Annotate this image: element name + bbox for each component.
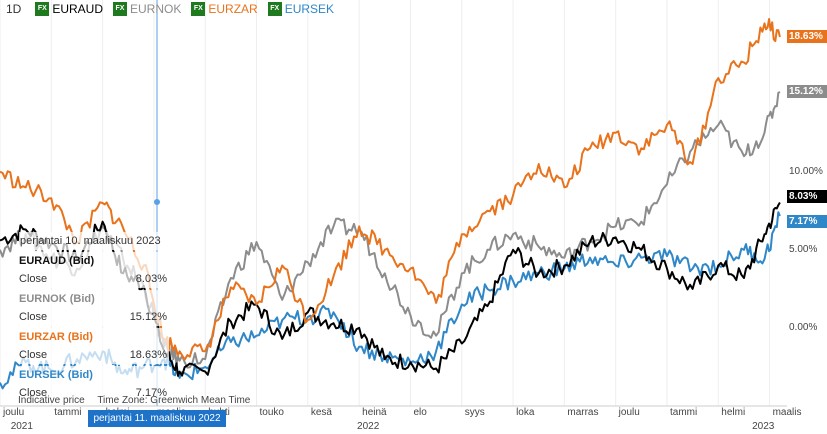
legend-symbol: EURZAR xyxy=(208,2,258,16)
y-tick-label: 5.00% xyxy=(789,243,818,255)
y-tick-label: 10.00% xyxy=(789,165,823,177)
fx-icon: FX xyxy=(35,2,50,16)
fx-icon: FX xyxy=(113,2,128,16)
crosshair-tooltip: perjantai 10. maaliskuu 2023 EURAUD (Bid… xyxy=(19,232,169,402)
x-tick-label: elo xyxy=(413,407,427,418)
x-tick-label: syys xyxy=(464,407,485,418)
crosshair-marker xyxy=(154,199,160,205)
legend-symbol: EURAUD xyxy=(52,2,104,16)
x-tick-label: tammi xyxy=(54,407,82,418)
crosshair-date-label: perjantai 11. maaliskuu 2022 xyxy=(88,410,226,427)
tooltip-close-label: Close xyxy=(19,387,48,399)
x-tick-label: tammi xyxy=(669,407,698,418)
x-axis-year-labels: 2021 2022 2023 xyxy=(0,421,827,434)
tooltip-series-name: EURSEK (Bid) xyxy=(19,366,169,384)
last-value-badge: 18.63% xyxy=(787,30,827,43)
x-tick-label: marras xyxy=(567,407,599,418)
x-tick-label: touko xyxy=(259,407,284,418)
tooltip-series-name: EURAUD (Bid) xyxy=(19,252,169,270)
indicative-price-label: Indicative price xyxy=(18,395,85,406)
legend-item-eurnok[interactable]: FX EURNOK xyxy=(113,2,181,16)
x-tick-label: kesä xyxy=(310,407,332,418)
tooltip-close-row: Close 15.12% xyxy=(19,308,169,326)
tooltip-close-label: Close xyxy=(19,349,48,361)
x-tick-label: helmi xyxy=(721,407,746,418)
x-tick-label: joulu xyxy=(3,407,25,418)
legend-symbol: EURSEK xyxy=(284,2,335,16)
fx-icon: FX xyxy=(267,2,282,16)
legend-symbol: EURNOK xyxy=(130,2,182,16)
tooltip-date: perjantai 10. maaliskuu 2023 xyxy=(19,232,169,250)
tooltip-close-value: 15.12% xyxy=(129,311,167,323)
x-tick-label: loka xyxy=(516,407,535,418)
tooltip-series-name: EURNOK (Bid) xyxy=(19,290,169,308)
tooltip-close-value: 18.63% xyxy=(129,349,167,361)
tooltip-close-label: Close xyxy=(19,273,48,285)
x-tick-label: joulu xyxy=(618,407,640,418)
legend-item-eurzar[interactable]: FX EURZAR xyxy=(191,2,258,16)
tooltip-close-value: 7.17% xyxy=(135,387,167,399)
y-tick-label: 0.00% xyxy=(789,321,818,333)
tooltip-close-label: Close xyxy=(19,311,48,323)
tooltip-close-row: Close 18.63% xyxy=(19,346,169,364)
tooltip-close-value: 8.03% xyxy=(135,273,167,285)
timeframe-label[interactable]: 1D xyxy=(6,2,22,16)
tooltip-series-name: EURZAR (Bid) xyxy=(19,328,169,346)
grid-layer xyxy=(0,0,771,406)
last-value-badge: 15.12% xyxy=(787,84,827,98)
x-tick-label: maalis xyxy=(772,407,802,418)
tooltip-close-row: Close 7.17% xyxy=(19,384,169,402)
x-tick-label: heinä xyxy=(362,407,387,418)
x-year-label: 2023 xyxy=(752,421,775,432)
tooltip-close-row: Close 8.03% xyxy=(19,270,169,288)
footer-info: Indicative price Time Zone: Greenwich Me… xyxy=(18,395,260,406)
legend-item-eursek[interactable]: FX EURSEK xyxy=(267,2,335,16)
legend-item-euraud[interactable]: FX EURAUD xyxy=(35,2,103,16)
last-value-badge: 7.17% xyxy=(787,214,827,228)
x-year-label: 2021 xyxy=(10,421,33,432)
timezone-label: Time Zone: Greenwich Mean Time xyxy=(97,395,251,406)
last-value-badge: 8.03% xyxy=(787,189,827,203)
legend: 1D FX EURAUD FX EURNOK FX EURZAR FX EURS… xyxy=(0,0,344,18)
fx-icon: FX xyxy=(191,2,206,16)
x-year-label: 2022 xyxy=(357,421,380,432)
